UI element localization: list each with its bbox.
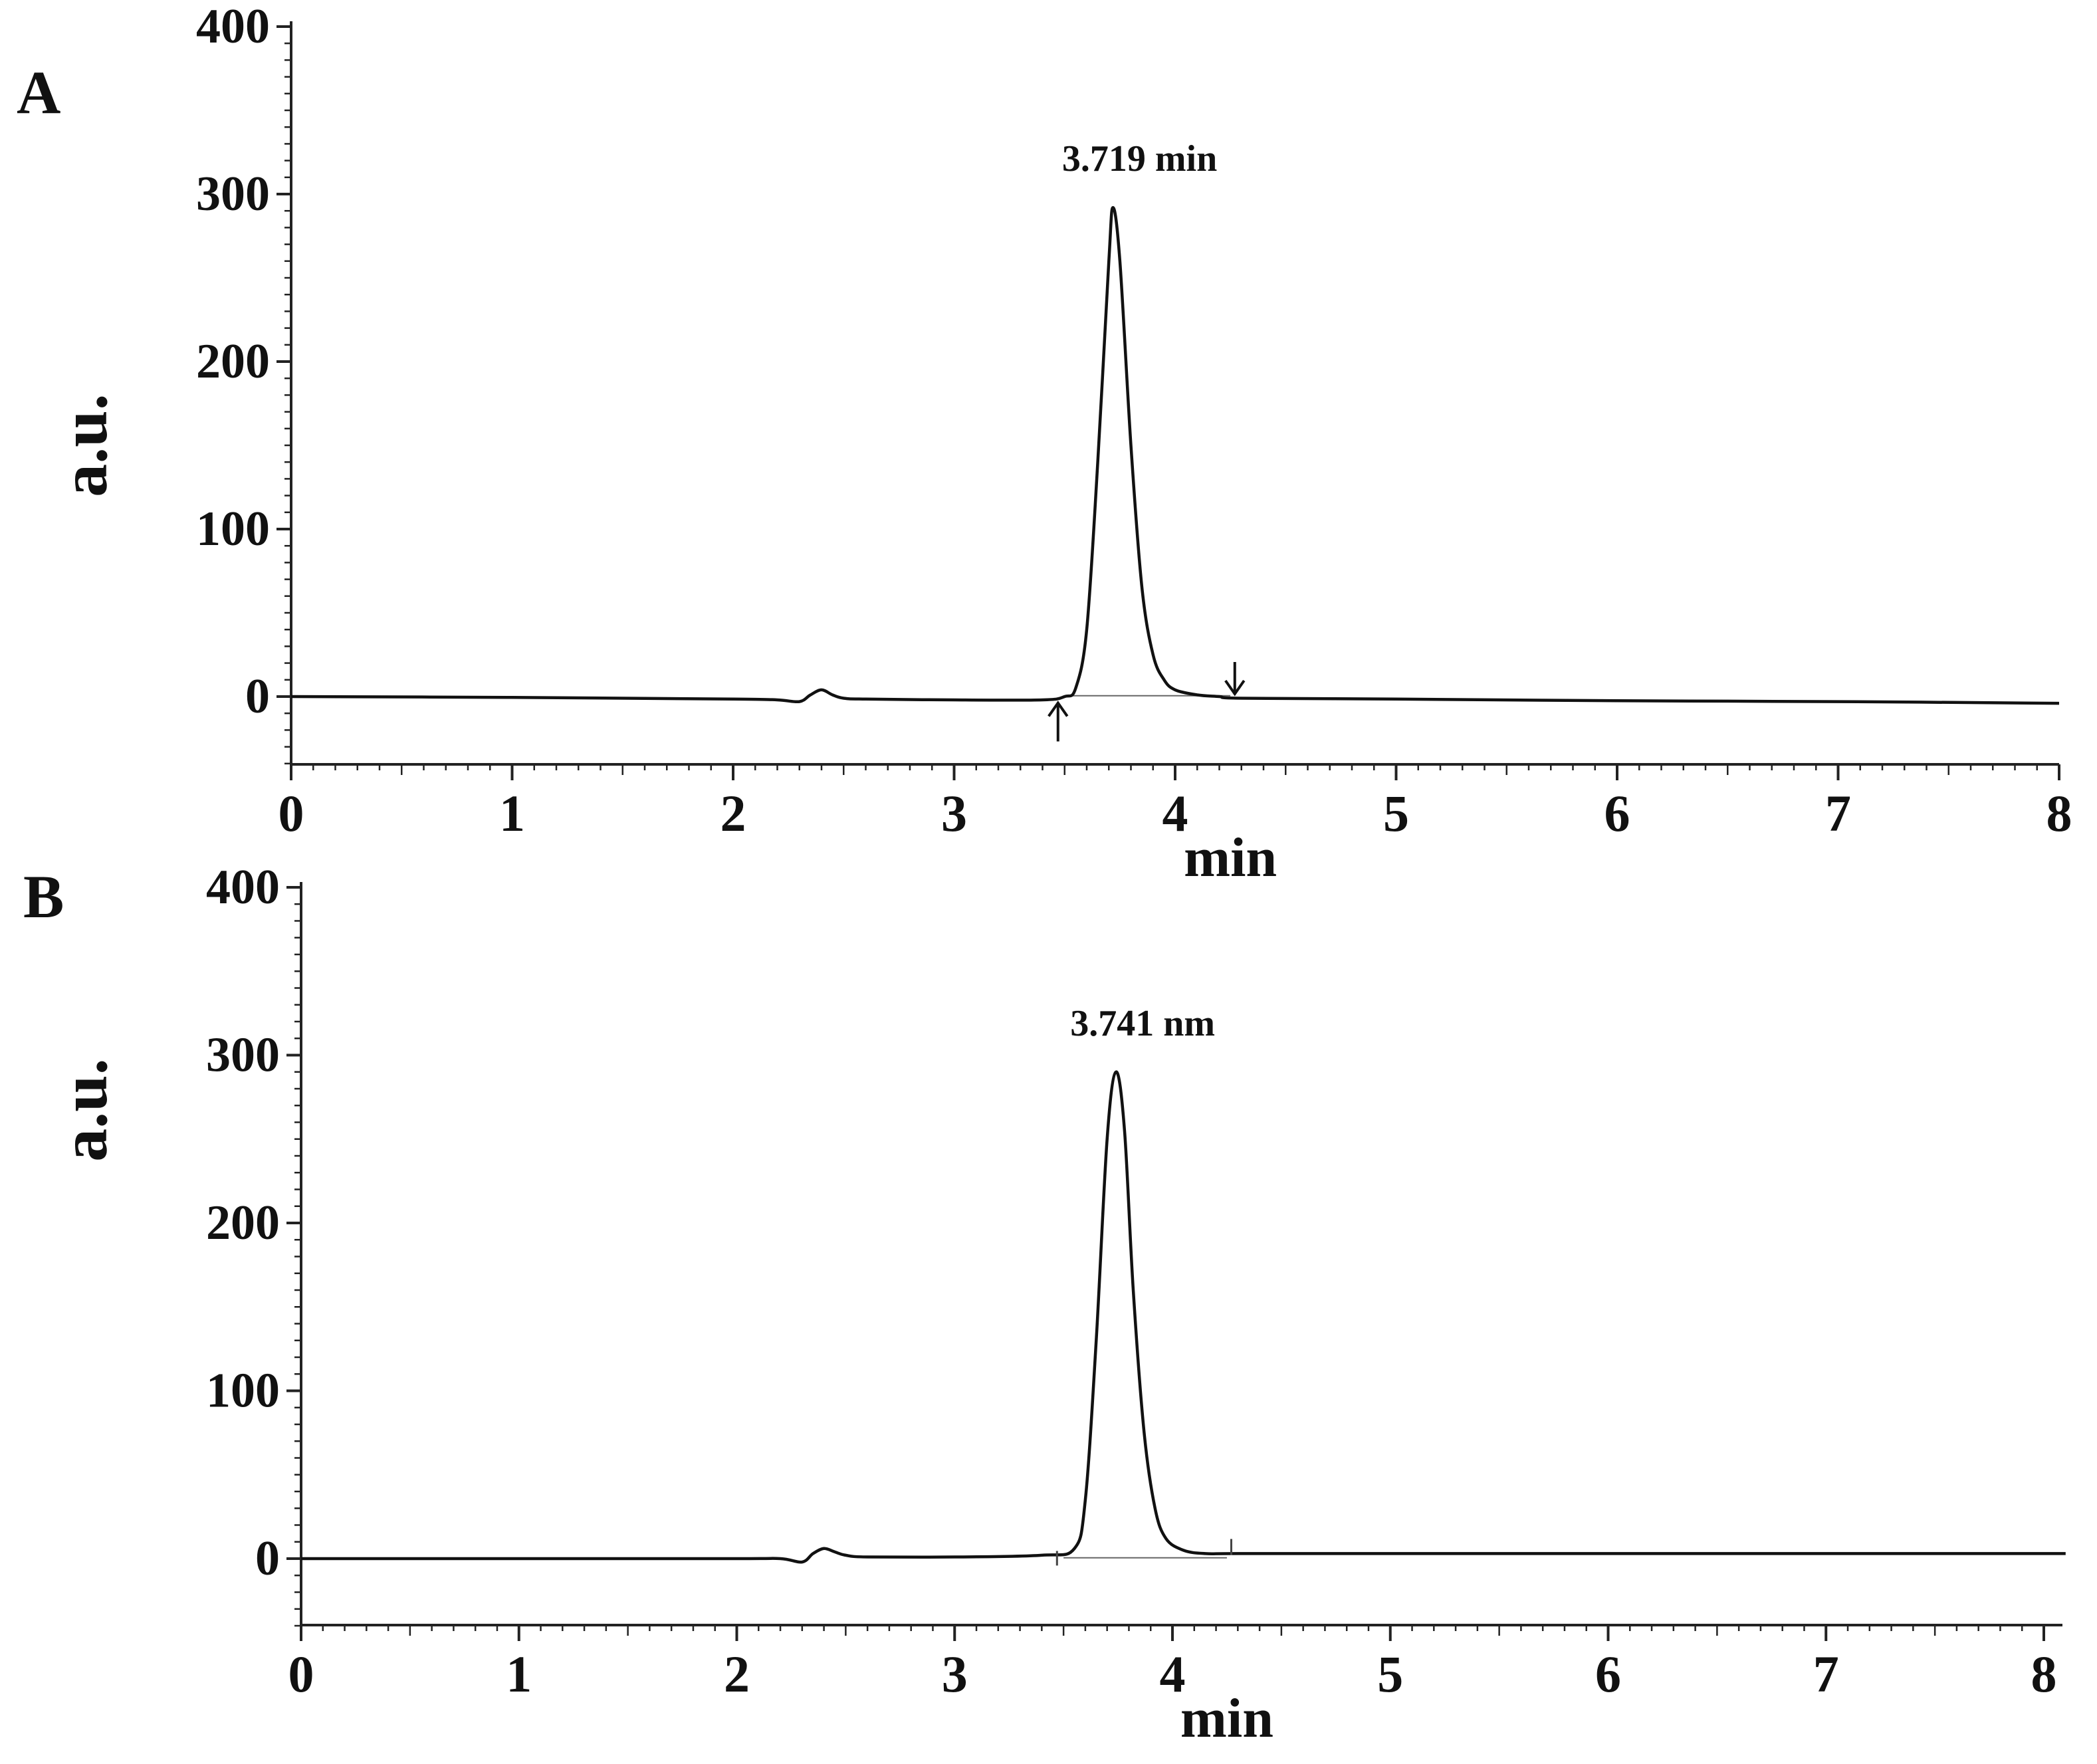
peak-annotation: 3.719 min — [1062, 138, 1217, 179]
x-tick-label: 2 — [724, 1645, 750, 1703]
panel-letter: B — [23, 863, 64, 931]
integration-start-arrowhead — [1048, 701, 1069, 717]
y-tick-label: 400 — [196, 0, 270, 54]
x-tick-label: 8 — [2046, 784, 2072, 842]
y-tick-label: 100 — [196, 502, 270, 556]
x-tick-label: 6 — [1595, 1645, 1621, 1703]
x-tick-label: 0 — [278, 784, 304, 842]
x-tick-label: 3 — [942, 1645, 968, 1703]
x-tick-label: 5 — [1377, 1645, 1403, 1703]
y-tick-label: 0 — [255, 1531, 280, 1586]
x-axis-label: min — [1180, 1688, 1273, 1749]
x-axis-label: min — [1184, 827, 1277, 889]
y-tick-label: 200 — [196, 334, 270, 389]
x-tick-label: 8 — [2031, 1645, 2057, 1703]
y-axis-label: a.u. — [47, 1058, 121, 1162]
panel-letter: A — [17, 58, 60, 126]
x-tick-label: 4 — [1160, 1645, 1186, 1703]
panel-b: B 0 100 200 300 400 0 1 2 3 4 5 6 7 8 min a.u. 3.741 nm — [23, 860, 2066, 1749]
x-tick-label: 2 — [720, 784, 746, 842]
y-tick-label: 300 — [196, 167, 270, 221]
integration-end-arrowhead — [1224, 679, 1246, 697]
x-tick-label: 1 — [499, 784, 525, 842]
chromatogram-trace — [301, 1070, 2066, 1564]
y-tick-label: 400 — [206, 860, 280, 915]
x-tick-label: 3 — [941, 784, 967, 842]
chromatogram-trace — [290, 205, 2060, 705]
panel-a: A 0 100 200 300 400 0 1 2 3 4 5 6 7 8 min a.u. 3.719 min — [17, 0, 2072, 889]
y-tick-label: 200 — [206, 1196, 280, 1250]
peak-annotation: 3.741 nm — [1070, 1003, 1215, 1044]
x-tick-label: 6 — [1604, 784, 1630, 842]
x-tick-label: 7 — [1825, 784, 1851, 842]
x-tick-label: 5 — [1383, 784, 1409, 842]
y-tick-label: 100 — [206, 1364, 280, 1418]
y-axis-label: a.u. — [47, 393, 121, 497]
x-tick-label: 1 — [506, 1645, 532, 1703]
x-tick-label: 0 — [288, 1645, 314, 1703]
x-tick-label: 7 — [1813, 1645, 1839, 1703]
y-tick-label: 0 — [245, 669, 270, 724]
y-tick-label: 300 — [206, 1028, 280, 1083]
x-tick-label: 4 — [1162, 784, 1188, 842]
